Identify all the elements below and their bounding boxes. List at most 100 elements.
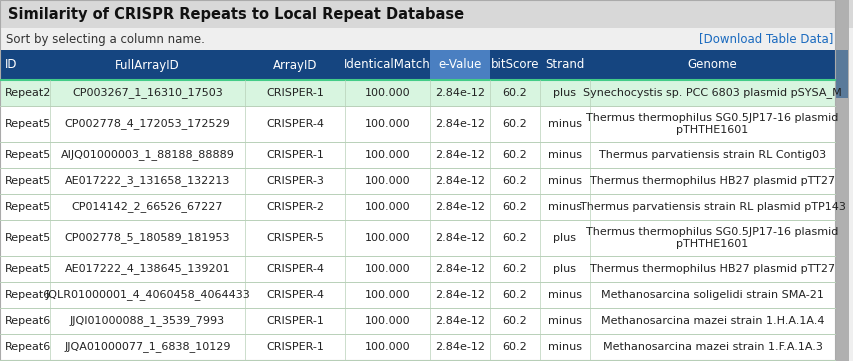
Bar (0, 282, 834, 308)
Text: Repeat5: Repeat5 (5, 264, 51, 274)
Bar (0, 0, 853, 28)
Text: Strand: Strand (545, 58, 584, 71)
Bar (430, 50, 490, 80)
Text: 100.000: 100.000 (364, 264, 409, 274)
Text: 60.2: 60.2 (502, 88, 527, 98)
Bar (0, 220, 834, 256)
Text: Thermus parvatiensis strain RL Contig03: Thermus parvatiensis strain RL Contig03 (598, 150, 825, 160)
Text: Repeat6: Repeat6 (5, 342, 51, 352)
Text: FullArrayID: FullArrayID (115, 58, 180, 71)
Text: Methanosarcina mazei strain 1.F.A.1A.3: Methanosarcina mazei strain 1.F.A.1A.3 (602, 342, 821, 352)
Text: bitScore: bitScore (490, 58, 538, 71)
Text: Sort by selecting a column name.: Sort by selecting a column name. (6, 32, 205, 45)
Bar (0, 168, 834, 194)
Text: 2.84e-12: 2.84e-12 (434, 233, 485, 243)
Text: 2.84e-12: 2.84e-12 (434, 202, 485, 212)
Bar (0, 142, 834, 168)
Text: AE017222_3_131658_132213: AE017222_3_131658_132213 (65, 175, 230, 186)
Text: Methanosarcina mazei strain 1.H.A.1A.4: Methanosarcina mazei strain 1.H.A.1A.4 (600, 316, 823, 326)
Text: 100.000: 100.000 (364, 342, 409, 352)
Text: CRISPER-4: CRISPER-4 (265, 119, 323, 129)
Text: 100.000: 100.000 (364, 316, 409, 326)
Text: 60.2: 60.2 (502, 290, 527, 300)
Text: Repeat5: Repeat5 (5, 119, 51, 129)
Text: 60.2: 60.2 (502, 316, 527, 326)
Text: CRISPER-4: CRISPER-4 (265, 290, 323, 300)
Text: minus: minus (548, 150, 581, 160)
Text: 100.000: 100.000 (364, 150, 409, 160)
Text: CRISPER-3: CRISPER-3 (266, 176, 323, 186)
Text: 2.84e-12: 2.84e-12 (434, 264, 485, 274)
Text: minus: minus (548, 342, 581, 352)
Text: CRISPER-1: CRISPER-1 (266, 316, 323, 326)
Text: 2.84e-12: 2.84e-12 (434, 119, 485, 129)
Text: CP003267_1_16310_17503: CP003267_1_16310_17503 (72, 88, 223, 99)
Text: 60.2: 60.2 (502, 202, 527, 212)
Text: minus: minus (548, 316, 581, 326)
Bar (0, 28, 853, 50)
Text: 100.000: 100.000 (364, 88, 409, 98)
Text: CP002778_5_180589_181953: CP002778_5_180589_181953 (65, 232, 230, 243)
Text: Thermus thermophilus HB27 plasmid pTT27: Thermus thermophilus HB27 plasmid pTT27 (589, 264, 834, 274)
Text: 100.000: 100.000 (364, 119, 409, 129)
Text: Thermus thermophilus SG0.5JP17-16 plasmid
pTHTHE1601: Thermus thermophilus SG0.5JP17-16 plasmi… (586, 113, 838, 135)
Text: minus: minus (548, 290, 581, 300)
Text: Repeat2: Repeat2 (5, 88, 51, 98)
Bar (0, 334, 834, 360)
Text: Thermus parvatiensis strain RL plasmid pTP143: Thermus parvatiensis strain RL plasmid p… (579, 202, 844, 212)
Bar (0, 106, 834, 142)
Text: JJQA01000077_1_6838_10129: JJQA01000077_1_6838_10129 (64, 342, 230, 352)
Text: CRISPER-2: CRISPER-2 (265, 202, 323, 212)
Text: ID: ID (5, 58, 17, 71)
Text: Thermus thermophilus SG0.5JP17-16 plasmid
pTHTHE1601: Thermus thermophilus SG0.5JP17-16 plasmi… (586, 227, 838, 249)
Text: Repeat5: Repeat5 (5, 202, 51, 212)
Text: CP002778_4_172053_172529: CP002778_4_172053_172529 (65, 118, 230, 130)
Text: e-Value: e-Value (438, 58, 481, 71)
Bar (0, 194, 834, 220)
Text: Repeat6: Repeat6 (5, 290, 51, 300)
Text: Synechocystis sp. PCC 6803 plasmid pSYSA_M: Synechocystis sp. PCC 6803 plasmid pSYSA… (583, 88, 841, 99)
Text: plus: plus (553, 264, 576, 274)
Text: minus: minus (548, 176, 581, 186)
Text: CP014142_2_66526_67227: CP014142_2_66526_67227 (72, 201, 223, 213)
Text: plus: plus (553, 233, 576, 243)
Text: 60.2: 60.2 (502, 342, 527, 352)
Text: Repeat5: Repeat5 (5, 233, 51, 243)
Text: CRISPER-1: CRISPER-1 (266, 342, 323, 352)
Text: Repeat6: Repeat6 (5, 316, 51, 326)
Text: [Download Table Data]: [Download Table Data] (698, 32, 832, 45)
Text: Thermus thermophilus HB27 plasmid pTT27: Thermus thermophilus HB27 plasmid pTT27 (589, 176, 834, 186)
Text: plus: plus (553, 88, 576, 98)
Text: CRISPER-5: CRISPER-5 (266, 233, 323, 243)
Text: CRISPER-1: CRISPER-1 (266, 88, 323, 98)
Text: 2.84e-12: 2.84e-12 (434, 176, 485, 186)
Text: Repeat5: Repeat5 (5, 150, 51, 160)
Text: 60.2: 60.2 (502, 264, 527, 274)
Bar (835, 50, 847, 98)
Bar (0, 256, 834, 282)
Text: Similarity of CRISPR Repeats to Local Repeat Database: Similarity of CRISPR Repeats to Local Re… (8, 6, 463, 22)
Text: minus: minus (548, 119, 581, 129)
Text: JQLR01000001_4_4060458_4064433: JQLR01000001_4_4060458_4064433 (45, 290, 250, 300)
Text: 100.000: 100.000 (364, 233, 409, 243)
Text: minus: minus (548, 202, 581, 212)
Text: Genome: Genome (687, 58, 736, 71)
Text: 100.000: 100.000 (364, 202, 409, 212)
Text: JJQI01000088_1_3539_7993: JJQI01000088_1_3539_7993 (70, 316, 225, 326)
Text: ArrayID: ArrayID (272, 58, 316, 71)
Text: CRISPER-1: CRISPER-1 (266, 150, 323, 160)
Text: CRISPER-4: CRISPER-4 (265, 264, 323, 274)
Text: AIJQ01000003_1_88188_88889: AIJQ01000003_1_88188_88889 (61, 149, 235, 160)
Bar (0, 308, 834, 334)
Bar (834, 0, 848, 361)
Text: 2.84e-12: 2.84e-12 (434, 316, 485, 326)
Text: 100.000: 100.000 (364, 176, 409, 186)
Text: Repeat5: Repeat5 (5, 176, 51, 186)
Text: 2.84e-12: 2.84e-12 (434, 290, 485, 300)
Text: 60.2: 60.2 (502, 176, 527, 186)
Text: Methanosarcina soligelidi strain SMA-21: Methanosarcina soligelidi strain SMA-21 (601, 290, 823, 300)
Text: 100.000: 100.000 (364, 290, 409, 300)
Bar (0, 80, 834, 106)
Text: 60.2: 60.2 (502, 119, 527, 129)
Text: 2.84e-12: 2.84e-12 (434, 342, 485, 352)
